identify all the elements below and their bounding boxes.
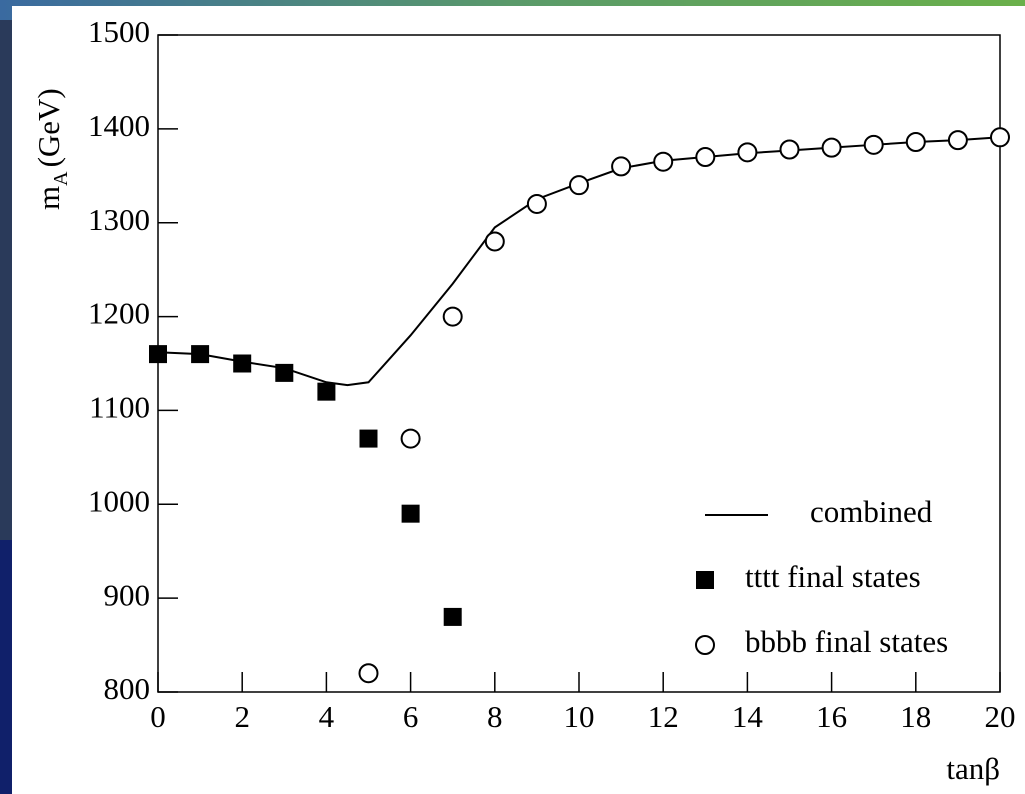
y-label-unit: (GeV): [31, 88, 66, 167]
x-tick-label: 10: [564, 699, 595, 734]
square-marker: [149, 345, 167, 364]
y-tick-label: 900: [104, 577, 151, 612]
circle-marker: [737, 142, 758, 163]
x-tick-label: 6: [403, 699, 419, 734]
circle-marker: [779, 139, 800, 160]
x-tick-label: 12: [648, 699, 679, 734]
x-tick-label: 0: [150, 699, 166, 734]
circle-marker: [358, 663, 379, 684]
square-marker: [317, 382, 336, 401]
circle-marker: [947, 130, 968, 151]
circle-marker: [990, 127, 1010, 148]
circle-marker: [484, 231, 505, 252]
square-marker: [275, 363, 294, 382]
y-tick-label: 1300: [88, 202, 150, 237]
square-marker: [233, 354, 252, 373]
y-label-main: mA (GeV): [31, 88, 71, 210]
circle-marker: [611, 156, 632, 177]
circle-marker: [400, 428, 421, 449]
y-tick-label: 800: [104, 671, 151, 706]
y-tick-label: 1100: [89, 390, 150, 425]
legend-circle: [695, 635, 715, 655]
legend-label: combined: [810, 494, 933, 529]
square-marker: [401, 504, 420, 523]
y-tick-label: 1500: [88, 14, 150, 49]
chart-panel: [12, 6, 1025, 794]
y-label-sub: A: [50, 171, 72, 186]
circle-marker: [526, 193, 547, 214]
y-tick-label: 1000: [88, 483, 150, 518]
legend-label: tttt final states: [745, 559, 921, 594]
x-tick-label: 14: [732, 699, 764, 734]
x-tick-label: 4: [319, 699, 335, 734]
x-axis-label: tanβ: [946, 751, 1000, 786]
circle-marker: [863, 134, 884, 155]
circle-marker: [821, 137, 842, 158]
circle-marker: [905, 131, 926, 152]
x-tick-label: 8: [487, 699, 503, 734]
legend-label: bbbb final states: [745, 624, 948, 659]
y-tick-label: 1200: [88, 296, 150, 331]
x-tick-label: 20: [985, 699, 1016, 734]
square-marker: [191, 345, 210, 364]
x-tick-label: 18: [900, 699, 931, 734]
circle-marker: [569, 175, 589, 196]
square-marker: [359, 429, 378, 448]
circle-marker: [695, 147, 716, 168]
circle-marker: [653, 151, 674, 172]
y-axis-label: mA (GeV): [31, 88, 71, 210]
y-label-m: m: [31, 186, 66, 210]
square-marker: [443, 607, 462, 626]
y-tick-label: 1400: [88, 108, 150, 143]
legend-square: [696, 571, 714, 589]
circle-marker: [442, 306, 463, 327]
x-tick-label: 16: [816, 699, 847, 734]
x-tick-label: 2: [234, 699, 250, 734]
